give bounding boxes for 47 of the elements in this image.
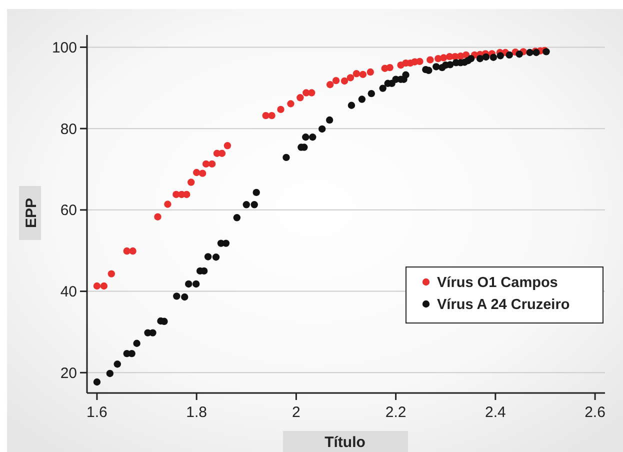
x-tick-label: 1.6: [86, 404, 108, 421]
point: [188, 178, 195, 186]
point: [332, 76, 340, 84]
point: [268, 112, 276, 120]
legend-label: Vírus A 24 Cruzeiro: [437, 297, 570, 314]
x-tick-label: 2: [292, 404, 300, 421]
point: [198, 170, 206, 177]
point: [218, 150, 226, 157]
point: [100, 282, 108, 290]
point: [224, 142, 232, 150]
point: [359, 70, 367, 78]
point: [426, 56, 434, 64]
point: [262, 112, 270, 120]
point: [326, 81, 334, 88]
point: [93, 282, 101, 290]
legend-label: Vírus O1 Campos: [437, 275, 558, 292]
point: [352, 70, 360, 78]
point: [366, 68, 374, 76]
x-tick-label: 2.2: [385, 404, 406, 421]
x-tick-label: 1.8: [186, 404, 208, 421]
y-tick-label: 100: [52, 39, 77, 56]
y-axis-title: EPP: [23, 198, 40, 228]
point: [154, 213, 162, 220]
point: [208, 160, 216, 168]
x-tick-label: 2.4: [484, 404, 506, 421]
point: [277, 106, 284, 114]
point: [164, 200, 172, 208]
point: [129, 247, 136, 255]
point: [386, 64, 394, 72]
point: [440, 54, 448, 62]
point: [308, 89, 316, 96]
y-tick-label: 20: [60, 364, 77, 382]
y-tick-label: 60: [60, 202, 77, 220]
x-tick-label: 2.6: [584, 404, 606, 421]
y-tick-label: 80: [60, 120, 77, 138]
point: [183, 190, 190, 198]
point: [202, 160, 210, 168]
x-axis-title: Título: [324, 434, 366, 451]
point: [416, 58, 424, 66]
point: [287, 100, 294, 108]
point: [296, 94, 304, 102]
point: [123, 247, 130, 255]
point: [340, 77, 348, 85]
y-tick-label: 40: [60, 284, 77, 301]
point: [192, 168, 200, 176]
point: [346, 74, 354, 82]
point: [108, 270, 116, 278]
